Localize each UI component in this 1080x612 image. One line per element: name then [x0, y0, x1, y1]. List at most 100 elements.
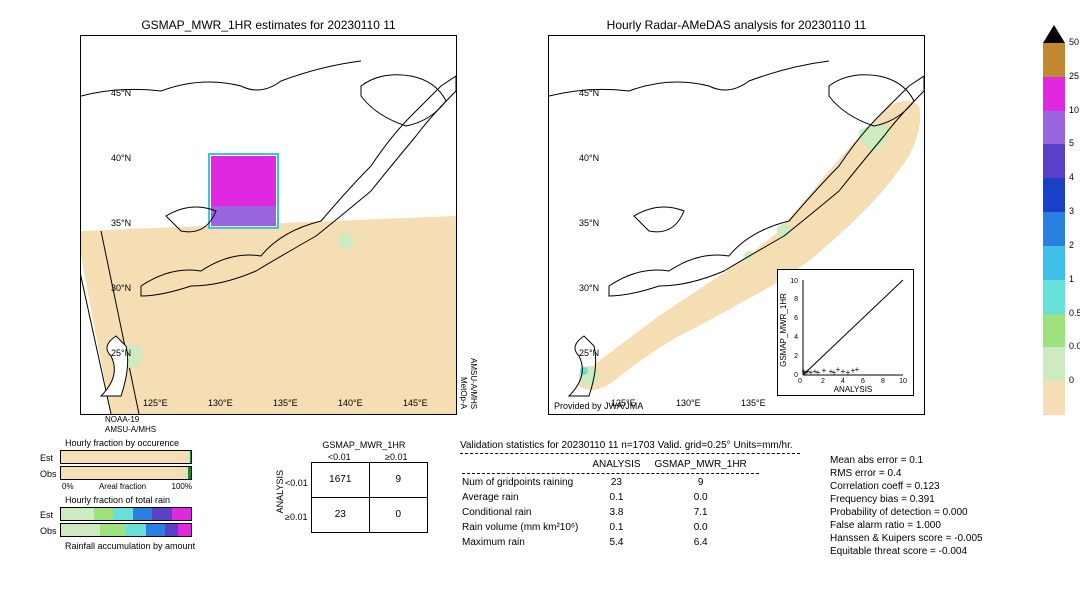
lat-tick: 40°N [111, 153, 131, 163]
validation-title: Validation statistics for 20230110 11 n=… [460, 440, 800, 451]
metric-item: Probability of detection = 0.000 [830, 507, 983, 518]
lat-tick: 40°N [579, 153, 599, 163]
scatter-point: + [855, 365, 860, 374]
svg-text:8: 8 [794, 296, 798, 303]
svg-text:10: 10 [899, 378, 907, 385]
validation-row-label: Conditional rain [462, 506, 590, 519]
occurrence-title: Hourly fraction by occurence [65, 438, 195, 448]
fraction-segment [61, 467, 185, 479]
colorbar-tick: 0.01 [1069, 341, 1080, 351]
left-map-panel: GSMAP_MWR_1HR estimates for 20230110 11 … [80, 35, 457, 415]
col-ge: ≥0.01 [368, 452, 425, 462]
tot-obs-bar [60, 523, 192, 537]
svg-text:2: 2 [794, 353, 798, 360]
contingency-panel: GSMAP_MWR_1HR ANALYSIS <0.01 ≥0.01 <0.01… [275, 440, 428, 534]
fraction-segment [61, 451, 187, 463]
validation-table: ANALYSISGSMAP_MWR_1HR Num of gridpoints … [460, 456, 761, 551]
lat-tick: 25°N [111, 348, 131, 358]
col-analysis: ANALYSIS [592, 458, 652, 471]
fraction-segment [126, 524, 146, 536]
fraction-segment [94, 508, 114, 520]
metric-item: Frequency bias = 0.391 [830, 494, 983, 505]
svg-text:4: 4 [841, 378, 845, 385]
fraction-segment [178, 524, 191, 536]
row-ge: ≥0.01 [285, 500, 308, 534]
est-label: Est [40, 453, 60, 463]
validation-analysis: 3.8 [592, 506, 652, 519]
colorbar-segment [1043, 381, 1065, 415]
fraction-occurrence: Hourly fraction by occurence Est Obs 0% … [40, 438, 195, 553]
lat-tick: 30°N [111, 283, 131, 293]
colorbar-segment [1043, 178, 1065, 212]
tot-est-bar [60, 507, 192, 521]
svg-text:0: 0 [798, 378, 802, 385]
lat-tick: 35°N [579, 218, 599, 228]
colorbar-segment [1043, 43, 1065, 77]
svg-text:10: 10 [790, 278, 798, 285]
row-lt: <0.01 [285, 466, 308, 500]
metric-item: False alarm ratio = 1.000 [830, 520, 983, 531]
metric-item: RMS error = 0.4 [830, 468, 983, 479]
colorbar-tick: 3 [1069, 206, 1074, 216]
svg-text:6: 6 [861, 378, 865, 385]
scatter-svg: ++++++++++++++ 0 2 4 6 8 10 0 2 4 6 8 10… [778, 270, 913, 395]
lat-tick: 35°N [111, 218, 131, 228]
cont-cell: 0 [369, 497, 427, 532]
metric-item: Hanssen & Kuipers score = -0.005 [830, 533, 983, 544]
sat-sub-label: AMSU-A/MHS [105, 425, 156, 434]
obs-label: Obs [40, 526, 60, 536]
validation-analysis: 0.1 [592, 491, 652, 504]
lat-tick: 25°N [579, 348, 599, 358]
svg-text:0: 0 [794, 372, 798, 379]
fraction-segment [152, 508, 172, 520]
scatter-point: + [822, 366, 827, 375]
left-map-title: GSMAP_MWR_1HR estimates for 20230110 11 [81, 18, 456, 32]
lon-tick: 130°E [208, 398, 233, 408]
colorbar-segment [1043, 314, 1065, 348]
cont-col-title: GSMAP_MWR_1HR [300, 440, 428, 450]
colorbar-segment [1043, 246, 1065, 280]
validation-row-label: Maximum rain [462, 536, 590, 549]
fraction-segment [146, 524, 166, 536]
est-label: Est [40, 510, 60, 520]
total-title: Hourly fraction of total rain [65, 495, 195, 505]
colorbar-tick: 4 [1069, 172, 1074, 182]
validation-gsmap: 9 [655, 476, 759, 489]
validation-row-label: Rain volume (mm km²10⁶) [462, 521, 590, 534]
fraction-segment [61, 524, 100, 536]
xmax: 100% [172, 482, 192, 491]
svg-text:6: 6 [794, 315, 798, 322]
colorbar-segment [1043, 144, 1065, 178]
colorbar-tick: 0 [1069, 375, 1074, 385]
fraction-segment [190, 451, 191, 463]
colorbar-segment [1043, 77, 1065, 111]
svg-text:2: 2 [821, 378, 825, 385]
lon-tick: 135°E [741, 398, 766, 408]
colorbar-segment [1043, 212, 1065, 246]
cont-row-title: ANALYSIS [275, 470, 285, 513]
svg-text:ANALYSIS: ANALYSIS [834, 385, 873, 394]
accum-title: Rainfall accumulation by amount [65, 541, 195, 551]
colorbar-tick: 25 [1069, 71, 1079, 81]
validation-analysis: 0.1 [592, 521, 652, 534]
colorbar: 502510543210.50.010 [1043, 25, 1065, 415]
scatter-inset: ++++++++++++++ 0 2 4 6 8 10 0 2 4 6 8 10… [777, 269, 914, 396]
metric-item: Correlation coeff = 0.123 [830, 481, 983, 492]
colorbar-tick: 1 [1069, 274, 1074, 284]
colorbar-segment [1043, 111, 1065, 145]
lat-tick: 45°N [579, 88, 599, 98]
svg-text:4: 4 [794, 334, 798, 341]
colorbar-tick: 5 [1069, 138, 1074, 148]
scatter-point: + [816, 368, 821, 377]
left-map-svg: 45°N 40°N 35°N 30°N 25°N 125°E 130°E 135… [81, 36, 456, 414]
right-source-main: MetOp-A [459, 377, 468, 409]
cont-cell: 9 [369, 462, 427, 497]
occ-obs-bar [60, 466, 192, 480]
lon-tick: 145°E [403, 398, 428, 408]
fraction-segment [172, 508, 192, 520]
lat-tick: 45°N [111, 88, 131, 98]
metric-item: Mean abs error = 0.1 [830, 455, 983, 466]
colorbar-tick: 50 [1069, 37, 1079, 47]
fraction-segment [133, 508, 153, 520]
right-source-sub: AMSU-A/MHS [469, 358, 478, 409]
